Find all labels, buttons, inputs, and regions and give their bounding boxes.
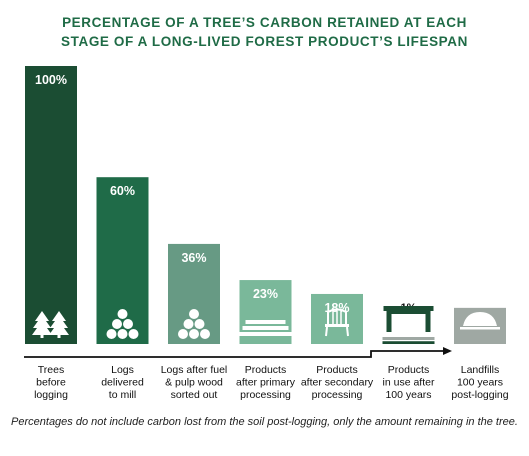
bar-6 xyxy=(382,341,435,344)
value-label: 18% xyxy=(324,301,349,315)
value-label: 100% xyxy=(35,73,67,87)
landfill-icon xyxy=(460,297,500,330)
log-pile-icon xyxy=(106,309,139,339)
log-pile-icon xyxy=(178,309,210,339)
category-label: Landfills 100 years post-logging xyxy=(451,364,508,401)
table-icon xyxy=(382,306,435,340)
category-label: Products in use after 100 years xyxy=(383,364,435,401)
trees-icon xyxy=(32,311,69,338)
timeline-axis xyxy=(24,350,446,358)
chart-title-line-2: STAGE OF A LONG-LIVED FOREST PRODUCT’S L… xyxy=(61,34,468,49)
chart-title: PERCENTAGE OF A TREE’S CARBON RETAINED A… xyxy=(0,13,529,51)
category-label: Logs after fuel & pulp wood sorted out xyxy=(161,364,228,401)
chart-title-line-1: PERCENTAGE OF A TREE’S CARBON RETAINED A… xyxy=(62,15,467,30)
footnote: Percentages do not include carbon lost f… xyxy=(11,416,518,428)
value-label: 60% xyxy=(110,184,135,198)
category-label: Products after secondary processing xyxy=(301,364,374,401)
value-label: 23% xyxy=(253,287,278,301)
chair-icon xyxy=(325,308,349,337)
value-label: 36% xyxy=(181,251,206,265)
lumber-stack-icon xyxy=(239,320,292,336)
value-label: 13% xyxy=(467,315,492,329)
category-label: Logs delivered to mill xyxy=(101,364,144,401)
category-label: Trees before logging xyxy=(34,364,68,401)
bar-3 xyxy=(168,243,220,344)
bar-1 xyxy=(25,66,77,344)
category-label: Products after primary processing xyxy=(236,364,296,401)
timeline-arrowhead xyxy=(443,347,452,355)
